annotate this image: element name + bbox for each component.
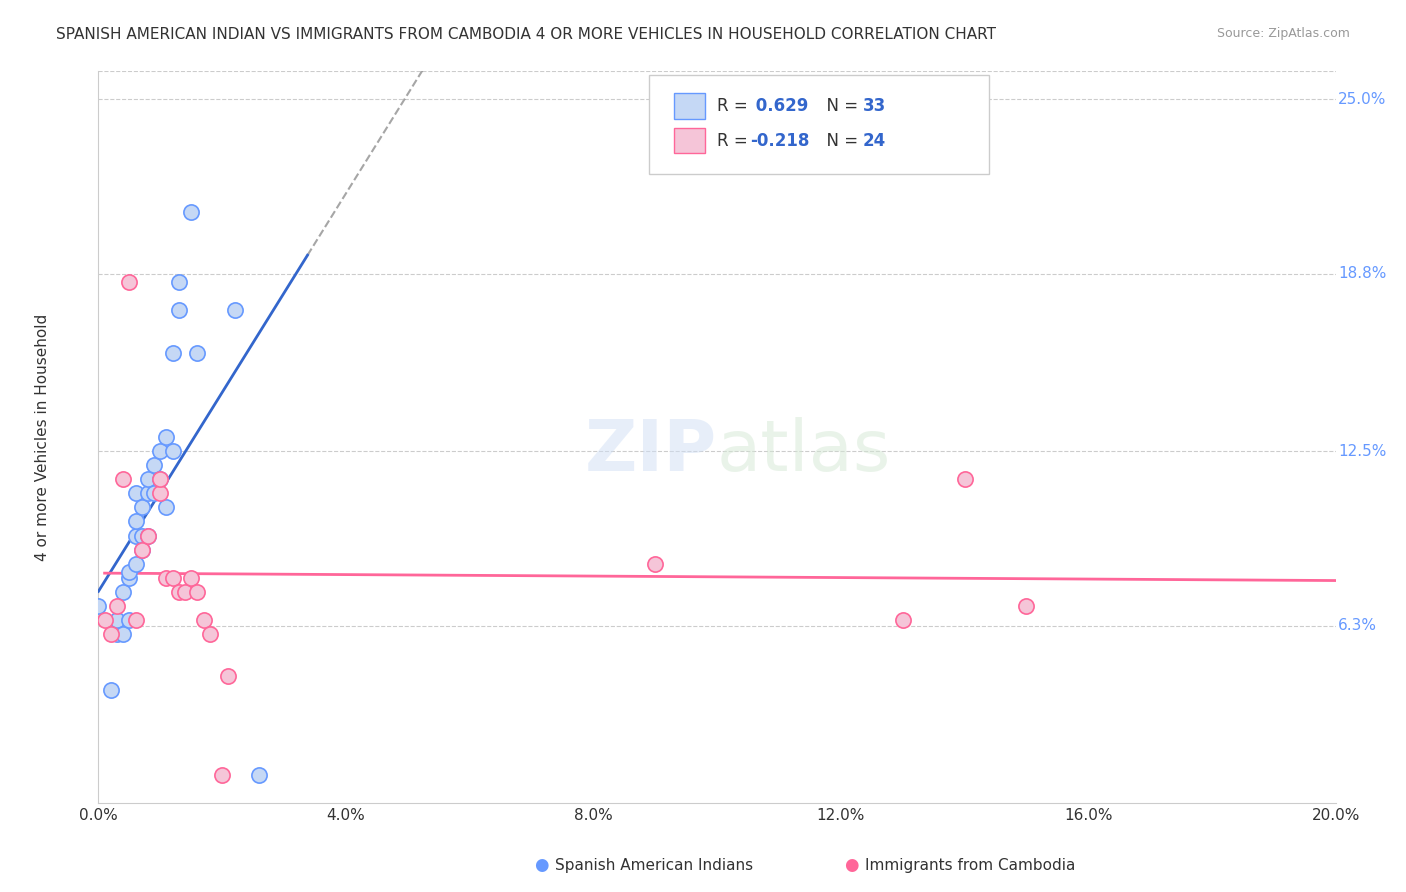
- Text: SPANISH AMERICAN INDIAN VS IMMIGRANTS FROM CAMBODIA 4 OR MORE VEHICLES IN HOUSEH: SPANISH AMERICAN INDIAN VS IMMIGRANTS FR…: [56, 27, 997, 42]
- Point: [174, 584, 197, 599]
- Point: [1015, 599, 1038, 613]
- Point: [167, 584, 190, 599]
- Point: [118, 571, 141, 585]
- FancyBboxPatch shape: [673, 94, 704, 119]
- Text: R =: R =: [717, 97, 754, 115]
- Text: 4 or more Vehicles in Household: 4 or more Vehicles in Household: [35, 313, 51, 561]
- Point: [124, 486, 146, 500]
- Point: [167, 276, 190, 290]
- Point: [136, 472, 159, 486]
- Point: [105, 627, 128, 641]
- Point: [136, 528, 159, 542]
- Point: [155, 430, 177, 444]
- Point: [87, 599, 110, 613]
- Point: [131, 528, 153, 542]
- Point: [193, 613, 215, 627]
- Point: [247, 767, 270, 781]
- Text: Source: ZipAtlas.com: Source: ZipAtlas.com: [1216, 27, 1350, 40]
- Point: [100, 683, 122, 698]
- Point: [211, 767, 233, 781]
- Point: [186, 584, 208, 599]
- FancyBboxPatch shape: [650, 75, 990, 174]
- Point: [118, 276, 141, 290]
- Point: [155, 571, 177, 585]
- Point: [100, 627, 122, 641]
- Point: [131, 500, 153, 515]
- Point: [136, 486, 159, 500]
- Point: [186, 345, 208, 359]
- Text: N =: N =: [815, 132, 863, 150]
- Point: [131, 542, 153, 557]
- Point: [143, 486, 166, 500]
- Point: [162, 444, 184, 458]
- Point: [93, 613, 115, 627]
- Text: 25.0%: 25.0%: [1339, 92, 1386, 107]
- Point: [155, 500, 177, 515]
- Point: [644, 557, 666, 571]
- Point: [953, 472, 976, 486]
- Point: [180, 205, 202, 219]
- Point: [112, 627, 135, 641]
- Point: [162, 571, 184, 585]
- Point: [167, 303, 190, 318]
- Point: [112, 472, 135, 486]
- Point: [105, 599, 128, 613]
- Text: 12.5%: 12.5%: [1339, 443, 1386, 458]
- Point: [149, 486, 172, 500]
- Text: 33: 33: [863, 97, 886, 115]
- Text: R =: R =: [717, 132, 754, 150]
- Point: [105, 613, 128, 627]
- Text: -0.218: -0.218: [751, 132, 810, 150]
- Point: [224, 303, 246, 318]
- Point: [118, 613, 141, 627]
- Point: [124, 515, 146, 529]
- Text: 6.3%: 6.3%: [1339, 618, 1376, 633]
- Text: N =: N =: [815, 97, 863, 115]
- Point: [180, 571, 202, 585]
- Point: [136, 528, 159, 542]
- Text: Immigrants from Cambodia: Immigrants from Cambodia: [865, 858, 1076, 872]
- Point: [112, 584, 135, 599]
- Text: 24: 24: [863, 132, 886, 150]
- Point: [143, 458, 166, 473]
- Text: 0.629: 0.629: [751, 97, 808, 115]
- Text: ●: ●: [534, 855, 548, 873]
- Point: [162, 345, 184, 359]
- Text: Spanish American Indians: Spanish American Indians: [555, 858, 754, 872]
- Point: [131, 542, 153, 557]
- Text: 18.8%: 18.8%: [1339, 267, 1386, 281]
- Point: [118, 565, 141, 579]
- Point: [149, 444, 172, 458]
- Point: [124, 528, 146, 542]
- Text: ●: ●: [844, 855, 858, 873]
- Point: [124, 557, 146, 571]
- Text: atlas: atlas: [717, 417, 891, 486]
- Point: [149, 472, 172, 486]
- Point: [124, 613, 146, 627]
- FancyBboxPatch shape: [673, 128, 704, 153]
- Text: ZIP: ZIP: [585, 417, 717, 486]
- Point: [149, 472, 172, 486]
- Point: [198, 627, 221, 641]
- Point: [891, 613, 914, 627]
- Point: [217, 669, 239, 683]
